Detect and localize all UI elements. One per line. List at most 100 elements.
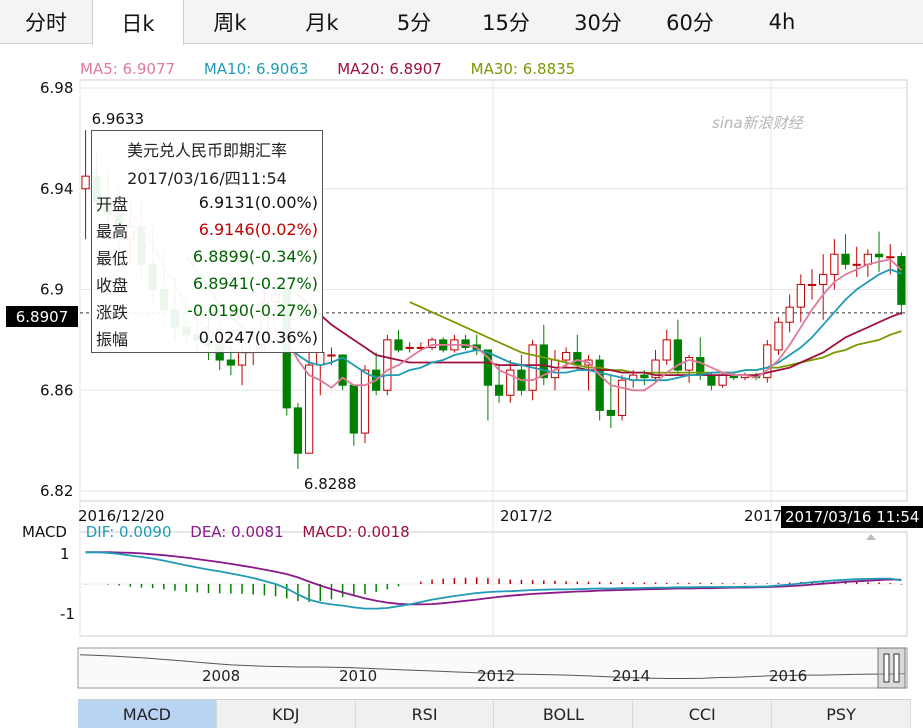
candle-body: [662, 339, 671, 361]
candle: [293, 402, 303, 469]
candle: [427, 337, 437, 350]
candle: [472, 334, 481, 355]
tooltip-row-value: 0.0247(0.36%): [198, 328, 318, 347]
candle-body: [316, 351, 325, 366]
tooltip-row-value: 6.8899(-0.34%): [192, 247, 318, 266]
candle: [662, 329, 671, 366]
candle-body: [416, 346, 425, 349]
indicator-tab-0[interactable]: MACD: [78, 700, 217, 728]
candle-body: [796, 283, 805, 308]
candle-body: [785, 306, 794, 323]
candle: [461, 334, 470, 350]
candle: [852, 246, 861, 277]
scroll-up-arrow-icon: [866, 534, 876, 540]
candle: [383, 334, 392, 396]
price-annotation: 6.8288: [304, 475, 357, 493]
candle-body: [304, 364, 314, 454]
candle-body: [360, 369, 370, 434]
candle-body: [506, 369, 515, 396]
candle: [494, 365, 504, 403]
nav-year-label: 2014: [612, 667, 651, 685]
candle: [562, 347, 571, 368]
tab-1[interactable]: 日k: [92, 0, 184, 45]
candle: [796, 274, 805, 323]
candle-body: [405, 346, 414, 349]
tab-7[interactable]: 60分: [666, 11, 714, 35]
indicator-tab-2[interactable]: RSI: [356, 700, 495, 728]
candle: [304, 344, 314, 454]
tooltip-row-label: 最高: [96, 221, 129, 241]
candle-body: [427, 339, 437, 348]
candle: [606, 375, 615, 429]
candle: [651, 349, 660, 383]
tab-6[interactable]: 30分: [574, 11, 622, 35]
candle: [584, 354, 593, 391]
candle-body: [740, 374, 750, 379]
tab-3[interactable]: 月k: [305, 11, 339, 35]
indicator-tab-5[interactable]: PSY: [772, 700, 911, 728]
ma-legend: MA5: 6.9077 MA10: 6.9063 MA20: 6.8907 MA…: [80, 60, 599, 78]
dea-line: [85, 551, 902, 606]
candle-body: [293, 407, 303, 454]
indicator-tab-1[interactable]: KDJ: [217, 700, 356, 728]
candle-body: [383, 339, 392, 391]
kline-x-tick: 2017: [744, 507, 782, 525]
candle: [751, 372, 761, 381]
candle: [439, 337, 448, 353]
kline-y-tick: 6.94: [40, 180, 73, 198]
candle-body: [819, 273, 828, 285]
tooltip-row: 涨跌 -0.0190(-0.27%): [92, 297, 322, 324]
candle: [863, 249, 873, 277]
tooltip-row-label: 收盘: [96, 275, 129, 295]
macd-legend: MACD DIF: 0.0090 DEA: 0.0081 MACD: 0.001…: [22, 523, 424, 541]
tab-2[interactable]: 周k: [213, 11, 247, 35]
candle-body: [550, 359, 560, 379]
candle-body: [394, 339, 403, 351]
candle: [483, 349, 493, 421]
candle: [517, 354, 526, 396]
candle-body: [863, 253, 873, 265]
tab-8[interactable]: 4h: [768, 10, 796, 34]
candle: [450, 334, 459, 353]
candle-body: [562, 351, 571, 361]
candle-body: [528, 344, 537, 391]
candle: [807, 269, 817, 300]
candle-body: [629, 374, 638, 381]
ma10-legend: MA10: 6.9063: [203, 60, 309, 78]
candle-body: [886, 256, 895, 259]
tab-5[interactable]: 15分: [482, 11, 530, 35]
nav-year-label: 2016: [769, 667, 808, 685]
candle: [360, 365, 370, 444]
tooltip-row-label: 振幅: [96, 329, 129, 349]
candle-body: [349, 384, 358, 434]
candle-body: [651, 359, 660, 379]
tooltip-row: 收盘 6.8941(-0.27%): [92, 270, 322, 297]
candle-body: [338, 354, 347, 386]
tooltip-row: 最高 6.9146(0.02%): [92, 216, 322, 243]
tooltip-row-label: 开盘: [96, 194, 129, 214]
candle: [349, 384, 358, 446]
candle-body: [617, 379, 627, 416]
candle: [774, 317, 783, 355]
kline-x-tick: 2017/2: [500, 507, 553, 525]
candle-body: [852, 263, 861, 266]
candle-body: [472, 344, 481, 351]
candle-body: [439, 339, 448, 351]
indicator-tab-4[interactable]: CCI: [633, 700, 773, 728]
candle: [673, 319, 683, 376]
candle-body: [673, 339, 683, 371]
candle-body: [606, 409, 615, 416]
candle: [338, 354, 347, 391]
macd-y-tick: -1: [60, 605, 75, 623]
tab-4[interactable]: 5分: [396, 11, 432, 35]
candle-body: [327, 354, 336, 357]
tooltip-row: 振幅 0.0247(0.36%): [92, 324, 322, 351]
tab-0[interactable]: 分时: [25, 11, 67, 35]
candle-body: [751, 374, 761, 379]
indicator-tab-3[interactable]: BOLL: [494, 700, 634, 728]
candle-body: [830, 253, 839, 275]
candle: [316, 349, 325, 396]
period-tab-bar: 分时 日k 周k 月k 5分 15分 30分 60分 4h: [0, 0, 923, 45]
candle: [886, 244, 895, 275]
candle-body: [237, 351, 247, 366]
